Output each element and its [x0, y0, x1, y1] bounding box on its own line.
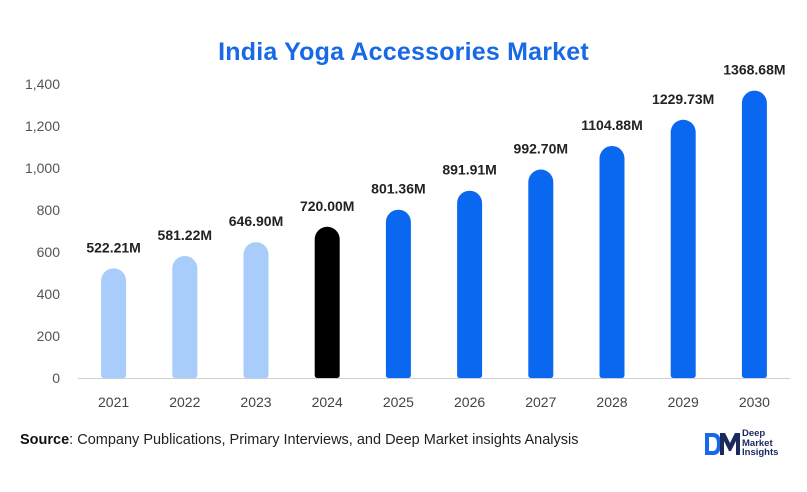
chart-title: India Yoga Accessories Market — [218, 38, 589, 66]
data-label: 992.70M — [514, 141, 568, 157]
data-label: 801.36M — [371, 181, 425, 197]
data-label: 646.90M — [229, 213, 283, 229]
y-tick-label: 400 — [37, 286, 61, 302]
logo-mark-icon — [705, 433, 740, 455]
logo-line-3: Insights — [742, 447, 779, 458]
bar — [172, 255, 198, 378]
data-labels: 522.21M 581.22M 646.90M 720.00M 801.36M 891.9… — [86, 62, 785, 256]
y-tick-label: 1,200 — [25, 118, 60, 134]
bar — [670, 119, 696, 378]
source-label: Source — [20, 432, 70, 448]
bars — [101, 90, 767, 378]
x-axis: 2021 2022 2023 2024 2025 2026 2027 2028 2029 2030 — [78, 378, 790, 410]
y-tick-label: 0 — [52, 370, 60, 386]
bar — [741, 90, 767, 378]
x-tick-label: 2024 — [312, 394, 343, 410]
x-tick-label: 2025 — [383, 394, 414, 410]
y-tick-label: 800 — [37, 202, 61, 218]
logo-text: Deep Market Insights — [742, 429, 778, 458]
source-text: : Company Publications, Primary Intervie… — [69, 432, 579, 448]
bar — [599, 145, 625, 378]
x-tick-label: 2027 — [525, 394, 556, 410]
logo-line-2: Market — [742, 437, 773, 449]
y-tick-label: 1,000 — [25, 160, 60, 176]
x-tick-label: 2028 — [596, 394, 627, 410]
data-label: 522.21M — [86, 239, 140, 255]
company-logo: Deep Market Insights — [703, 429, 799, 459]
y-tick-label: 200 — [37, 328, 61, 344]
data-label: 891.91M — [442, 162, 496, 178]
data-label: 1229.73M — [652, 91, 714, 107]
data-label: 581.22M — [158, 227, 212, 243]
logo-line-1: Deep — [742, 428, 766, 439]
x-tick-label: 2022 — [169, 394, 200, 410]
data-label: 1368.68M — [723, 62, 785, 78]
x-tick-label: 2026 — [454, 394, 485, 410]
bar — [314, 226, 340, 378]
data-label: 720.00M — [300, 198, 354, 214]
bar — [101, 268, 127, 378]
x-tick-label: 2030 — [739, 394, 770, 410]
y-tick-label: 600 — [37, 244, 61, 260]
bar — [243, 242, 269, 378]
bar — [528, 169, 554, 378]
y-tick-label: 1,400 — [25, 76, 60, 92]
x-tick-label: 2023 — [240, 394, 271, 410]
data-label: 1104.88M — [581, 117, 643, 133]
x-tick-label: 2021 — [98, 394, 129, 410]
bar — [385, 209, 411, 378]
source-note: Source: Company Publications, Primary In… — [20, 432, 579, 448]
x-tick-label: 2029 — [668, 394, 699, 410]
y-axis: 0 200 400 600 800 1,000 1,200 1,400 — [25, 76, 60, 386]
bar — [457, 190, 483, 378]
